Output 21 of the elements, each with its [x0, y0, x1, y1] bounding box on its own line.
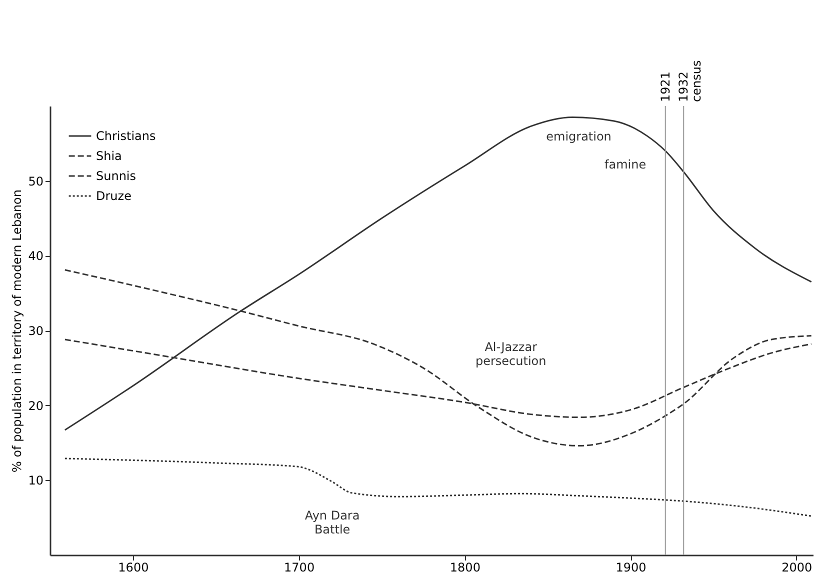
ref-line-label: 1921 [658, 71, 672, 102]
y-tick-label: 10 [28, 474, 44, 488]
x-tick-label: 1700 [284, 560, 315, 574]
annotation: Ayn Dara Battle [304, 508, 360, 536]
legend-label: Sunnis [96, 169, 136, 183]
legend-label: Christians [96, 129, 156, 143]
y-axis-title: % of population in territory of modern Lebanon [10, 190, 24, 472]
ref-line-label: 1932 census [676, 60, 704, 102]
y-tick-label: 20 [28, 398, 44, 413]
x-tick-label: 1600 [118, 560, 149, 574]
annotation: famine [604, 157, 646, 172]
annotation: emigration [546, 130, 612, 144]
y-tick-label: 40 [28, 249, 44, 264]
x-tick-label: 1900 [616, 560, 646, 574]
y-tick-label: 50 [28, 174, 44, 188]
x-tick-label: 1800 [450, 560, 480, 574]
annotation: Al-Jazzar persecution [475, 340, 546, 368]
y-tick-label: 30 [28, 324, 44, 338]
legend-label: Druze [96, 189, 132, 203]
x-tick-label: 2000 [782, 560, 812, 574]
legend-label: Shia [96, 149, 122, 163]
